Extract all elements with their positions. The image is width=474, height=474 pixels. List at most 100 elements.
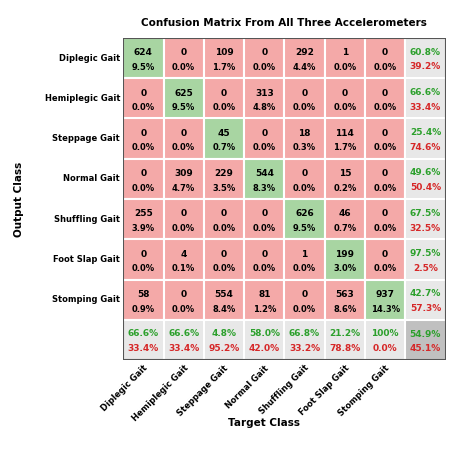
Text: 0.0%: 0.0%	[132, 144, 155, 153]
Bar	[405, 320, 446, 360]
Text: 1.2%: 1.2%	[253, 305, 276, 314]
Text: 33.2%: 33.2%	[289, 345, 320, 354]
Bar	[164, 280, 204, 320]
Bar	[164, 159, 204, 199]
Bar	[284, 78, 325, 118]
Text: Normal Gait: Normal Gait	[224, 364, 271, 410]
Text: 0: 0	[261, 129, 267, 138]
Text: 8.6%: 8.6%	[333, 305, 356, 314]
Text: 0.0%: 0.0%	[333, 103, 356, 112]
Text: 0.0%: 0.0%	[293, 305, 316, 314]
Bar	[284, 118, 325, 159]
Text: 544: 544	[255, 169, 274, 178]
Text: 0.2%: 0.2%	[333, 184, 356, 193]
Text: 937: 937	[375, 290, 395, 299]
Text: 0.0%: 0.0%	[374, 63, 397, 72]
Bar	[325, 199, 365, 239]
Text: 97.5%: 97.5%	[410, 249, 441, 258]
Text: 1.7%: 1.7%	[212, 63, 236, 72]
Text: Stomping Gait: Stomping Gait	[337, 364, 392, 418]
Text: Diplegic Gait: Diplegic Gait	[59, 54, 120, 63]
Bar	[284, 38, 325, 78]
Bar	[405, 239, 446, 280]
Text: 78.8%: 78.8%	[329, 345, 360, 354]
Bar	[123, 320, 164, 360]
Bar	[405, 38, 446, 78]
Text: 2.5%: 2.5%	[413, 264, 438, 273]
Text: Confusion Matrix From All Three Accelerometers: Confusion Matrix From All Three Accelero…	[141, 18, 428, 28]
Text: 0: 0	[382, 169, 388, 178]
Text: 42.7%: 42.7%	[410, 289, 441, 298]
Text: 0: 0	[261, 250, 267, 259]
Text: 0.0%: 0.0%	[333, 63, 356, 72]
Text: 0.0%: 0.0%	[373, 345, 397, 354]
Text: Hemiplegic Gait: Hemiplegic Gait	[130, 364, 190, 423]
Text: 0.0%: 0.0%	[253, 144, 276, 153]
Bar	[325, 78, 365, 118]
Text: 45: 45	[218, 129, 230, 138]
Text: 0: 0	[261, 48, 267, 57]
Text: 15: 15	[338, 169, 351, 178]
Text: Diplegic Gait: Diplegic Gait	[100, 364, 150, 413]
Text: 0: 0	[221, 250, 227, 259]
Bar	[123, 239, 164, 280]
Text: 0: 0	[382, 250, 388, 259]
Text: 563: 563	[336, 290, 354, 299]
Text: 199: 199	[335, 250, 355, 259]
Bar	[123, 280, 164, 320]
Text: 626: 626	[295, 210, 314, 219]
Text: 292: 292	[295, 48, 314, 57]
Text: 4.7%: 4.7%	[172, 184, 195, 193]
Text: 0.0%: 0.0%	[132, 184, 155, 193]
Bar	[123, 199, 164, 239]
Bar	[164, 239, 204, 280]
Text: 0: 0	[382, 129, 388, 138]
Bar	[325, 280, 365, 320]
Bar	[204, 38, 244, 78]
Text: 0.7%: 0.7%	[212, 144, 236, 153]
Text: Steppage Gait: Steppage Gait	[52, 134, 120, 143]
Text: 3.9%: 3.9%	[132, 224, 155, 233]
Text: 0.0%: 0.0%	[374, 103, 397, 112]
Bar	[284, 199, 325, 239]
Text: 9.5%: 9.5%	[293, 224, 316, 233]
Text: 18: 18	[298, 129, 311, 138]
Bar	[204, 118, 244, 159]
Text: 33.4%: 33.4%	[410, 103, 441, 112]
Bar	[325, 320, 365, 360]
Bar	[204, 199, 244, 239]
Text: 0.0%: 0.0%	[212, 224, 236, 233]
Bar	[244, 159, 284, 199]
Bar	[405, 280, 446, 320]
Text: 0.0%: 0.0%	[172, 144, 195, 153]
Text: 45.1%: 45.1%	[410, 345, 441, 354]
Text: 4.8%: 4.8%	[211, 329, 237, 338]
Text: 0: 0	[301, 89, 308, 98]
Text: 0: 0	[181, 210, 187, 219]
Bar	[123, 78, 164, 118]
Bar	[405, 159, 446, 199]
Text: 0.0%: 0.0%	[374, 144, 397, 153]
Text: 66.6%: 66.6%	[128, 329, 159, 338]
Text: 39.2%: 39.2%	[410, 63, 441, 72]
Text: 0.0%: 0.0%	[253, 224, 276, 233]
Text: 3.5%: 3.5%	[212, 184, 236, 193]
Text: 0.3%: 0.3%	[293, 144, 316, 153]
Bar	[204, 239, 244, 280]
Text: 0.0%: 0.0%	[212, 264, 236, 273]
Bar	[123, 118, 164, 159]
Text: 42.0%: 42.0%	[249, 345, 280, 354]
Text: 50.4%: 50.4%	[410, 183, 441, 192]
Text: 32.5%: 32.5%	[410, 224, 441, 233]
Text: 0.0%: 0.0%	[132, 103, 155, 112]
Text: 81: 81	[258, 290, 271, 299]
Bar	[164, 118, 204, 159]
Bar	[365, 78, 405, 118]
Text: 0: 0	[181, 290, 187, 299]
Bar	[244, 320, 284, 360]
Text: 554: 554	[215, 290, 233, 299]
Text: Foot Slap Gait: Foot Slap Gait	[298, 364, 351, 417]
Text: 0: 0	[382, 89, 388, 98]
Text: 8.4%: 8.4%	[212, 305, 236, 314]
Text: 0.0%: 0.0%	[253, 264, 276, 273]
